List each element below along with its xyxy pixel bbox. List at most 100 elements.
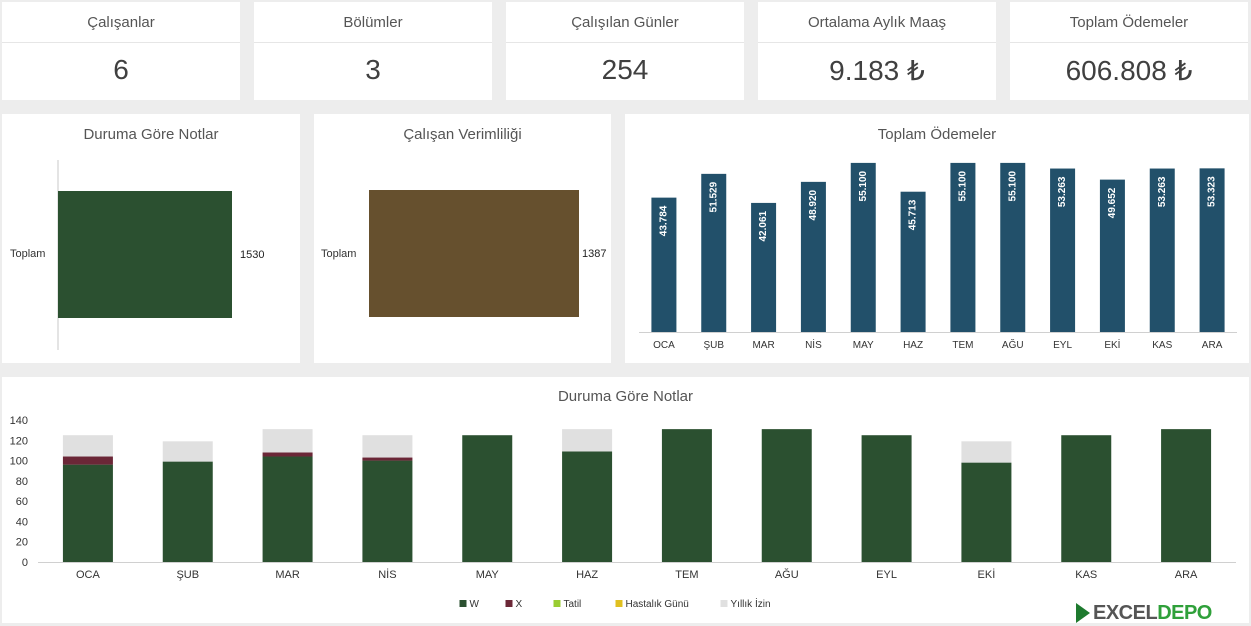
stack-segment-w bbox=[462, 435, 513, 562]
status-notes-summary-panel: Duruma Göre Notlar Toplam 1530 bbox=[2, 114, 300, 363]
bar-total bbox=[369, 190, 579, 317]
x-tick-label: HAZ bbox=[576, 569, 598, 581]
y-tick-label: 80 bbox=[16, 476, 28, 488]
status-notes-summary-chart: Toplam 1530 bbox=[10, 160, 264, 350]
x-tick-label: ŞUB bbox=[176, 569, 199, 581]
category-label: Toplam bbox=[10, 248, 45, 260]
stack-segment-x bbox=[262, 452, 313, 457]
status-notes-monthly-panel: Duruma Göre Notlar 0 20 40 60 80 100 120 140 OCA… bbox=[2, 377, 1249, 623]
data-label: 1387 bbox=[582, 248, 606, 260]
payment-bar-10 bbox=[1099, 179, 1125, 332]
kpi-divider bbox=[2, 42, 240, 43]
stack-segment-x bbox=[62, 456, 113, 465]
kpi-value: 6 bbox=[113, 54, 129, 85]
data-label: 53.323 bbox=[1207, 176, 1218, 207]
data-label: 55.100 bbox=[1007, 170, 1018, 201]
payment-bar-7 bbox=[950, 162, 976, 332]
x-tick-label: EKİ bbox=[978, 568, 996, 581]
chart-title: Çalışan Verimliliği bbox=[403, 126, 522, 143]
legend-label: Tatil bbox=[564, 599, 582, 610]
x-tick-label: KAS bbox=[1075, 569, 1097, 581]
x-tick-label: AĞU bbox=[1002, 338, 1024, 351]
data-label: 42.061 bbox=[758, 210, 769, 241]
total-payments-panel: Toplam Ödemeler 43.784 OCA 51.529 ŞUB 42.061… bbox=[625, 114, 1249, 363]
legend-label: Yıllık İzin bbox=[731, 597, 771, 610]
data-label: 53.263 bbox=[1057, 176, 1068, 207]
legend-label: X bbox=[516, 599, 523, 610]
logo-text-excel: EXCEL bbox=[1093, 601, 1158, 624]
payment-bar-1 bbox=[651, 197, 677, 332]
x-tick-label: MAY bbox=[853, 340, 874, 351]
stack-segment-w bbox=[262, 456, 313, 562]
x-tick-label: EYL bbox=[1053, 340, 1072, 351]
stack-segment-w bbox=[162, 461, 213, 562]
stack-segment-yıllık-i̇zin bbox=[362, 435, 413, 458]
kpi-label: Toplam Ödemeler bbox=[1069, 14, 1189, 31]
employee-efficiency-panel: Çalışan Verimliliği Toplam 1387 bbox=[314, 114, 611, 363]
stack-segment-yıllık-i̇zin bbox=[62, 435, 113, 457]
stack-segment-w bbox=[761, 429, 812, 562]
kpi-divider bbox=[254, 42, 492, 43]
x-tick-label: MAR bbox=[752, 340, 774, 351]
logo-icon bbox=[1076, 603, 1090, 623]
legend-swatch bbox=[459, 600, 467, 607]
kpi-divider bbox=[1010, 42, 1248, 43]
logo-text-depo: DEPO bbox=[1157, 601, 1212, 624]
data-label: 53.263 bbox=[1157, 176, 1168, 207]
kpi-card-total-payments: Toplam Ödemeler 606.808 ₺ bbox=[1010, 2, 1248, 100]
kpi-card-departments: Bölümler 3 bbox=[254, 2, 492, 100]
chart-title: Toplam Ödemeler bbox=[877, 126, 997, 143]
stack-segment-w bbox=[562, 451, 613, 562]
x-tick-label: ARA bbox=[1175, 569, 1198, 581]
kpi-label: Çalışılan Günler bbox=[571, 14, 679, 31]
x-tick-label: TEM bbox=[675, 569, 698, 581]
x-tick-label: ARA bbox=[1202, 340, 1223, 351]
stack-segment-w bbox=[1161, 429, 1212, 562]
x-tick-label: HAZ bbox=[903, 340, 923, 351]
x-tick-label: EKİ bbox=[1104, 338, 1120, 351]
x-tick-label: MAY bbox=[476, 569, 500, 581]
x-tick-label: NİS bbox=[805, 338, 822, 351]
payment-bar-2 bbox=[701, 173, 727, 332]
data-label: 48.920 bbox=[808, 189, 819, 220]
employee-efficiency-chart: Toplam 1387 bbox=[321, 190, 606, 317]
y-tick-label: 100 bbox=[10, 456, 28, 468]
kpi-card-working-days: Çalışılan Günler 254 bbox=[506, 2, 744, 100]
legend-label: W bbox=[470, 599, 480, 610]
x-tick-label: ŞUB bbox=[703, 340, 724, 351]
stack-segment-w bbox=[1061, 435, 1112, 562]
kpi-value: 9.183 ₺ bbox=[829, 55, 925, 86]
x-tick-label: OCA bbox=[76, 569, 101, 581]
kpi-label: Ortalama Aylık Maaş bbox=[807, 14, 947, 31]
legend-swatch bbox=[615, 600, 623, 607]
legend-swatch bbox=[505, 600, 513, 607]
legend-swatch bbox=[553, 600, 561, 607]
status-notes-monthly-chart: 0 20 40 60 80 100 120 140 OCA ŞUB MAR NİS MAY HAZ TEM A… bbox=[10, 415, 1236, 610]
payment-bar-5 bbox=[850, 162, 876, 332]
x-tick-label: OCA bbox=[653, 340, 675, 351]
stack-segment-yıllık-i̇zin bbox=[262, 429, 313, 453]
x-tick-label: EYL bbox=[876, 569, 897, 581]
legend-swatch bbox=[720, 600, 728, 607]
payment-bar-8 bbox=[1000, 162, 1026, 332]
kpi-card-employees: Çalışanlar 6 bbox=[2, 2, 240, 100]
total-payments-chart: 43.784 OCA 51.529 ŞUB 42.061 MAR 48.920 NİS 55.1… bbox=[639, 162, 1237, 351]
stack-segment-yıllık-i̇zin bbox=[162, 441, 213, 462]
x-tick-label: MAR bbox=[275, 569, 300, 581]
y-tick-label: 40 bbox=[16, 516, 28, 528]
excel-depo-logo: EXCEL DEPO bbox=[1076, 601, 1212, 625]
stack-segment-x bbox=[362, 457, 413, 461]
kpi-label: Bölümler bbox=[343, 14, 403, 31]
chart-title: Duruma Göre Notlar bbox=[83, 126, 219, 143]
data-label: 49.652 bbox=[1107, 187, 1118, 218]
x-tick-label: AĞU bbox=[775, 568, 799, 581]
legend-label: Hastalık Günü bbox=[626, 599, 689, 610]
stack-segment-yıllık-i̇zin bbox=[961, 441, 1012, 463]
kpi-value: 606.808 ₺ bbox=[1065, 55, 1193, 86]
stack-segment-w bbox=[62, 464, 113, 562]
data-label: 43.784 bbox=[659, 205, 670, 236]
stack-segment-w bbox=[362, 460, 413, 562]
category-label: Toplam bbox=[321, 248, 356, 260]
data-label: 55.100 bbox=[858, 170, 869, 201]
kpi-value: 254 bbox=[601, 54, 649, 85]
